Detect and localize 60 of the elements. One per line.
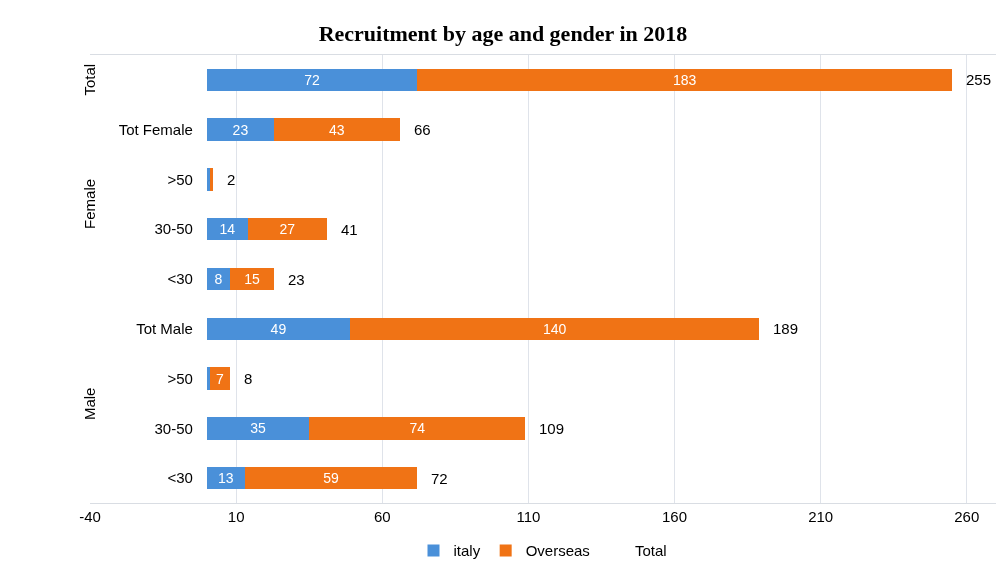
y-tick-label: <30: [167, 469, 193, 487]
total-label: 72: [431, 470, 448, 487]
bar: [206, 367, 210, 390]
total-label: 189: [773, 320, 799, 337]
annotation: Total: [80, 63, 98, 96]
bar: [206, 118, 275, 141]
text: Total: [634, 542, 667, 560]
bar: [350, 317, 760, 340]
data-label: 8: [214, 271, 223, 287]
bar: [309, 417, 526, 440]
chart-title: Recruitment by age and gender in 2018: [318, 21, 688, 47]
bar: [274, 118, 400, 141]
y-tick-label: >50: [167, 369, 193, 387]
data-label: 14: [219, 221, 236, 238]
annotation: Male: [81, 387, 99, 421]
bar: [244, 466, 418, 490]
total-label: 109: [539, 420, 565, 437]
data-label: 13: [218, 470, 234, 487]
data-label: 49: [270, 320, 287, 337]
x-tick-label: 260: [954, 508, 980, 525]
total-label: 2: [227, 171, 236, 188]
data-label: 72: [304, 71, 321, 88]
x-tick-label: 60: [373, 508, 391, 525]
y-tick-label: <30: [167, 270, 193, 288]
total-label: 23: [288, 271, 305, 288]
y-tick-label: 30-50: [154, 220, 193, 238]
data-label: 35: [250, 420, 266, 437]
annotation: Female: [81, 178, 99, 229]
data-label: 7: [216, 370, 225, 387]
y-tick-label: Tot Male: [136, 320, 193, 338]
data-label: 74: [409, 420, 426, 437]
total-label: 8: [244, 370, 253, 387]
x-tick-label: 210: [808, 508, 834, 525]
total-label: 41: [341, 221, 358, 238]
x-tick-label: -40: [79, 508, 101, 525]
bar: [417, 68, 953, 92]
data-label: 183: [672, 71, 697, 88]
data-label: 140: [542, 320, 567, 337]
bar: [247, 218, 327, 241]
data-label: 43: [329, 121, 345, 138]
data-label: 59: [323, 470, 340, 487]
legend-label: Overseas: [525, 542, 590, 560]
x-tick-label: 10: [227, 508, 245, 525]
bar: [206, 68, 418, 92]
y-tick-label: 30-50: [154, 419, 193, 437]
legend-label: italy: [453, 542, 481, 560]
bar: [206, 218, 248, 241]
x-tick-label: 160: [662, 508, 688, 525]
bar: [206, 417, 310, 440]
data-label: 27: [279, 221, 296, 238]
y-tick-label: Tot Female: [118, 120, 193, 138]
bar: [230, 267, 275, 291]
x-tick-label: 110: [516, 508, 541, 525]
total-label: 255: [966, 71, 992, 88]
bar: [206, 317, 351, 340]
data-label: 23: [232, 121, 249, 138]
y-tick-label: >50: [167, 170, 193, 188]
data-label: 15: [244, 271, 261, 287]
bar: [209, 367, 231, 390]
total-label: 66: [414, 121, 431, 138]
